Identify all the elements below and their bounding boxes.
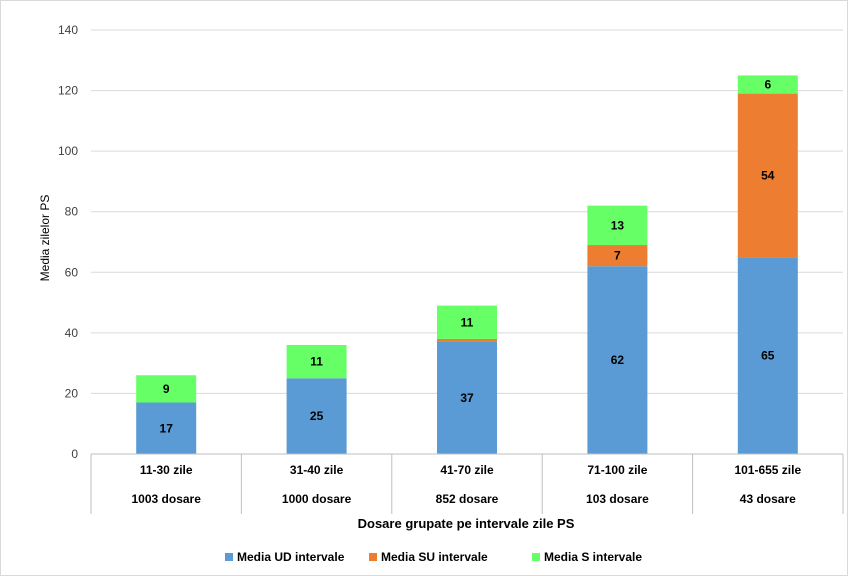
x-tick-label: 31-40 zile [290, 463, 344, 477]
x-tick-label: 11-30 zile [140, 463, 193, 477]
data-label: 11 [461, 315, 474, 329]
x-tick-label: 41-70 zile [440, 463, 494, 477]
bar-segment [737, 257, 798, 454]
x-tick-sublabel: 1003 dosare [132, 492, 202, 506]
data-label: 6 [764, 78, 771, 92]
bar-segment [437, 338, 497, 342]
bars [136, 75, 798, 454]
data-label: 11 [310, 355, 323, 369]
data-label: 17 [160, 421, 174, 435]
y-tick-label: 60 [65, 265, 79, 279]
bar-segment [587, 245, 648, 267]
y-tick-label: 140 [58, 23, 78, 37]
x-axis: 11-30 zile 1003 dosare 31-40 zile 1000 dosa… [90, 453, 844, 514]
x-tick-sublabel: 1000 dosare [282, 492, 352, 506]
legend: Media UD intervale Media SU intervale Medi… [225, 550, 642, 564]
data-labels: 17 9 25 11 37 11 62 7 13 65 54 6 [160, 78, 775, 436]
bar-segment [587, 205, 648, 246]
data-label: 13 [611, 218, 625, 232]
y-tick-labels: 0 20 40 60 80 100 120 140 [58, 23, 78, 461]
legend-swatch [369, 553, 377, 561]
bar-segment [437, 305, 497, 339]
y-tick-label: 20 [65, 386, 79, 400]
y-tick-label: 40 [65, 326, 79, 340]
y-tick-label: 80 [65, 205, 79, 219]
bar-segment [437, 341, 497, 454]
y-tick-label: 0 [71, 447, 78, 461]
bar-segment [587, 266, 648, 454]
bar-segment [286, 378, 347, 454]
x-tick-label: 71-100 zile [587, 463, 647, 477]
x-tick-sublabel: 103 dosare [586, 492, 649, 506]
bar-segment [286, 344, 347, 379]
bar-segment [136, 375, 197, 403]
legend-label: Media UD intervale [237, 550, 345, 564]
bar-segment [737, 75, 798, 94]
y-tick-label: 120 [58, 84, 78, 98]
x-tick-label: 101-655 zile [734, 463, 801, 477]
data-label: 65 [761, 349, 775, 363]
data-label: 25 [310, 409, 324, 423]
data-label: 54 [761, 168, 775, 182]
data-label: 7 [614, 249, 621, 263]
bar-segment [136, 402, 197, 454]
y-axis-title: Media zilelor PS [38, 195, 52, 282]
bar-segment [737, 93, 798, 258]
legend-label: Media S intervale [544, 550, 642, 564]
x-tick-sublabel: 43 dosare [740, 492, 796, 506]
data-label: 62 [611, 353, 625, 367]
data-label: 9 [163, 382, 170, 396]
legend-swatch [532, 553, 540, 561]
x-axis-title: Dosare grupate pe intervale zile PS [358, 516, 575, 531]
y-tick-label: 100 [58, 144, 78, 158]
data-label: 37 [460, 391, 474, 405]
x-tick-sublabel: 852 dosare [436, 492, 499, 506]
legend-label: Media SU intervale [381, 550, 488, 564]
legend-swatch [225, 553, 233, 561]
